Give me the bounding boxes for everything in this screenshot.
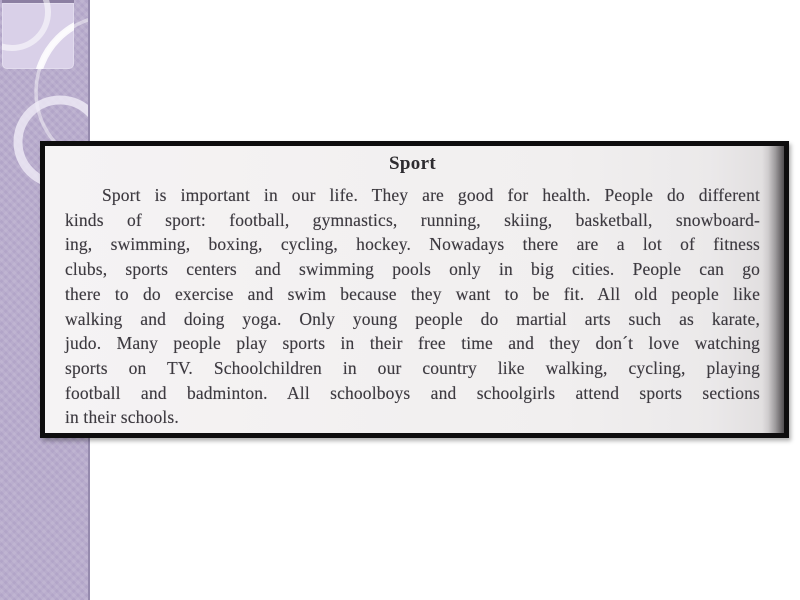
text-line: sports on TV. Schoolchildren in our coun… (65, 357, 760, 378)
text-line: there to do exercise and swim because th… (65, 283, 760, 304)
text-line: judo. Many people play sports in their f… (65, 333, 760, 354)
text-line: football and badminton. All schoolboys a… (65, 382, 760, 403)
text-title: Sport (389, 153, 436, 174)
scanned-text-image: Sport Sport is important in our life. Th… (40, 141, 789, 438)
text-paragraph: Sport is important in our life. They are… (65, 183, 760, 430)
text-line: clubs, sports centers and swimming pools… (65, 259, 760, 280)
text-line: kinds of sport: football, gymnastics, ru… (65, 209, 760, 230)
scan-paper: Sport Sport is important in our life. Th… (45, 146, 784, 433)
thin-circle-icon (34, 18, 88, 166)
text-line: ing, swimming, boxing, cycling, hockey. … (65, 234, 760, 255)
text-line: Sport is important in our life. They are… (102, 185, 760, 205)
text-line: walking and doing yoga. Only young peopl… (65, 308, 760, 329)
text-line: in their schools. (65, 407, 179, 428)
